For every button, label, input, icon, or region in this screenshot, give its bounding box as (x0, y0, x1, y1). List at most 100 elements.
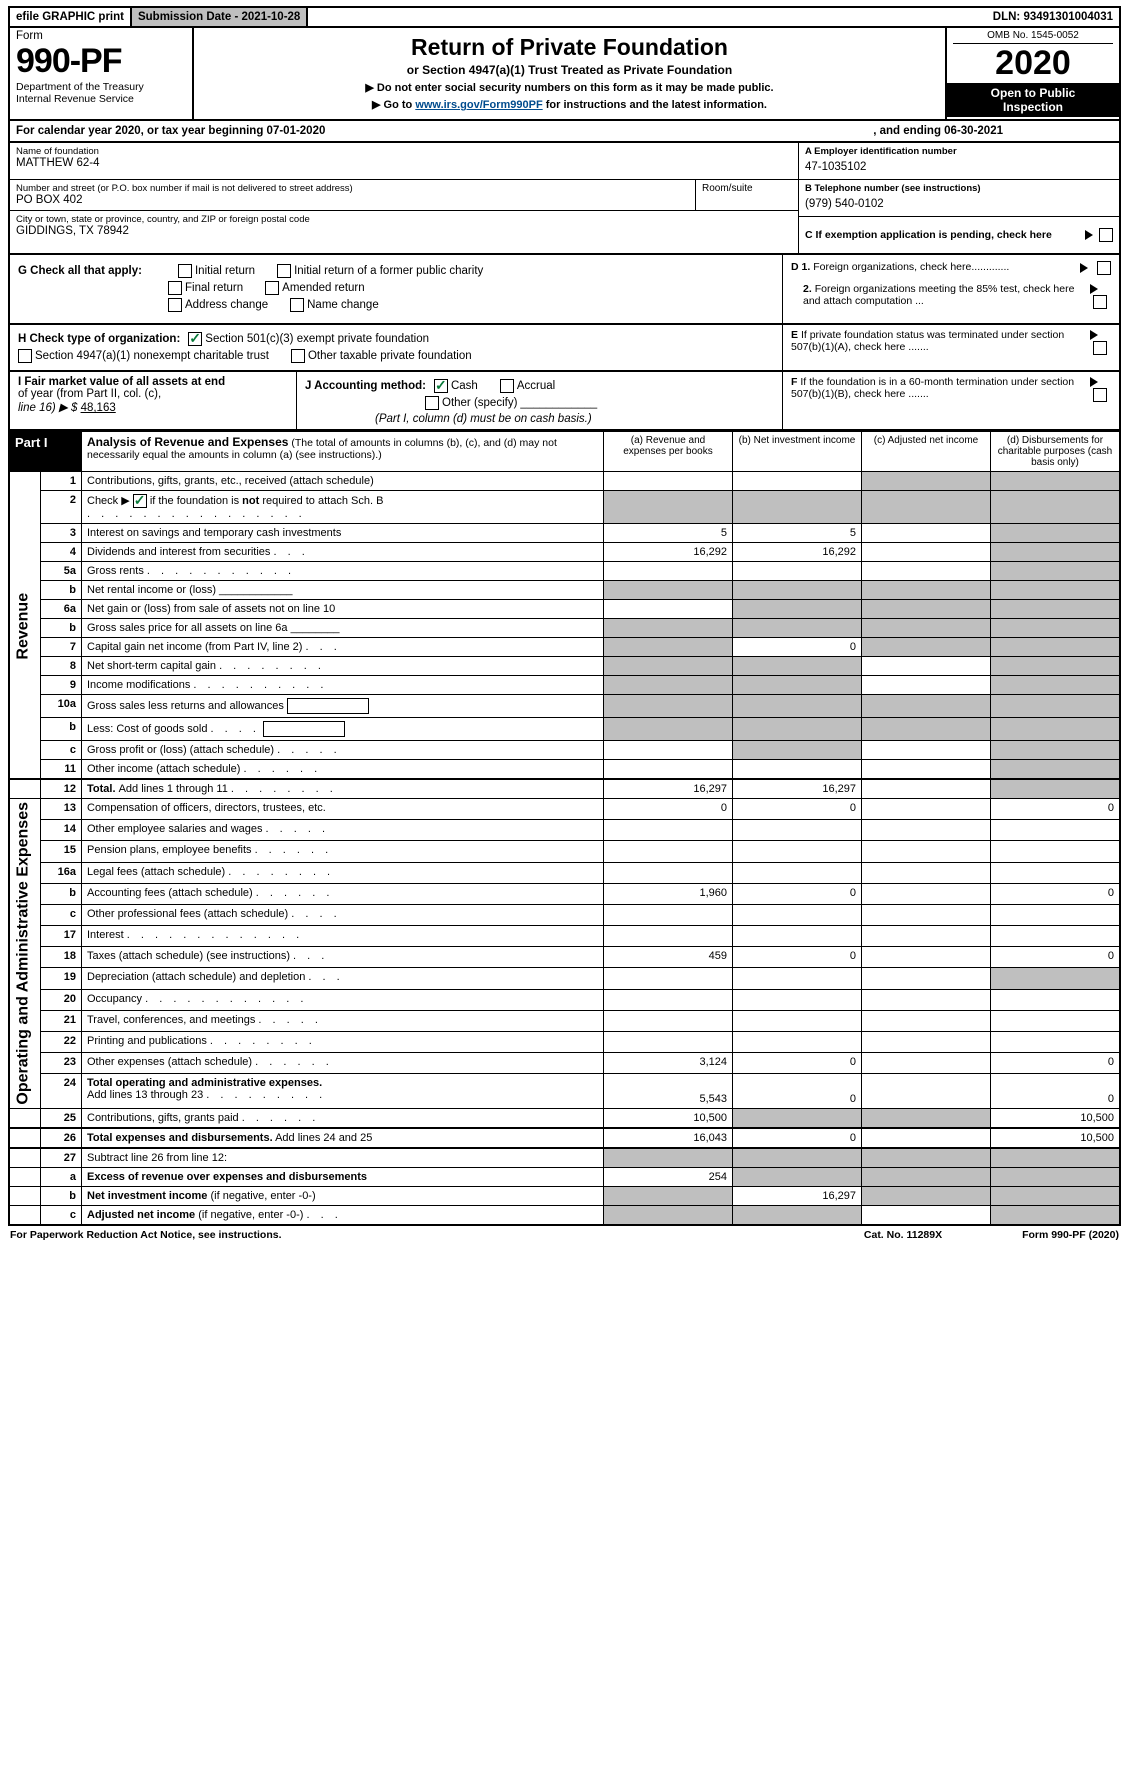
catalog-no: Cat. No. 11289X (864, 1229, 942, 1241)
v25d: 10,500 (991, 1108, 1121, 1128)
telephone: (979) 540-0102 (805, 198, 1113, 210)
check-block-gd: G Check all that apply: Initial return I… (8, 255, 1121, 325)
v16bb: 0 (733, 883, 862, 904)
cb-other-tax[interactable] (291, 349, 305, 363)
h-section: H Check type of organization: Section 50… (10, 325, 783, 370)
initial-return: Initial return (195, 265, 255, 277)
i-section: I Fair market value of all assets at end… (10, 372, 297, 429)
line-5b: Net rental income or (loss) ____________ (82, 581, 604, 600)
instr2-pre: ▶ Go to (372, 99, 415, 111)
line-17: Interest . . . . . . . . . . . . . (82, 926, 604, 947)
revenue-section-label: Revenue (9, 472, 41, 780)
form-ref: Form 990-PF (2020) (1022, 1229, 1119, 1241)
instr-2: ▶ Go to www.irs.gov/Form990PF for instru… (204, 98, 935, 111)
other-method-label: Other (specify) (442, 397, 517, 409)
line-6a: Net gain or (loss) from sale of assets n… (82, 600, 604, 619)
cb-4947[interactable] (18, 349, 32, 363)
part1-table: Part I Analysis of Revenue and Expenses … (8, 431, 1121, 1226)
irs-link[interactable]: www.irs.gov/Form990PF (415, 99, 542, 111)
line-26: Total expenses and disbursements. Add li… (82, 1128, 604, 1148)
ein-row: A Employer identification number 47-1035… (799, 143, 1119, 180)
city-row: City or town, state or province, country… (10, 211, 798, 247)
cb-d2[interactable] (1093, 295, 1107, 309)
i1: I Fair market value of all assets at end (18, 376, 225, 388)
line-9: Income modifications . . . . . . . . . . (82, 676, 604, 695)
e-section: E If private foundation status was termi… (783, 325, 1119, 370)
cb-initial[interactable] (178, 264, 192, 278)
tel-label: B Telephone number (see instructions) (805, 183, 1113, 194)
subtitle: or Section 4947(a)(1) Trust Treated as P… (204, 63, 935, 77)
omb: OMB No. 1545-0052 (953, 30, 1113, 44)
line-27a: Excess of revenue over expenses and disb… (82, 1167, 604, 1186)
line-27b: Net investment income (if negative, ente… (82, 1186, 604, 1205)
line-3: Interest on savings and temporary cash i… (82, 524, 604, 543)
cb-f[interactable] (1093, 388, 1107, 402)
d1: Foreign organizations, check here.......… (813, 261, 1009, 273)
addr-main: Number and street (or P.O. box number if… (10, 180, 696, 210)
part1-header-row: Part I Analysis of Revenue and Expenses … (9, 432, 1120, 472)
v24d: 0 (991, 1074, 1121, 1109)
v18b: 0 (733, 947, 862, 968)
cb-addr-change[interactable] (168, 298, 182, 312)
submission-date: Submission Date - 2021-10-28 (132, 8, 308, 26)
tax-year: 2020 (953, 44, 1113, 83)
c-row: C If exemption application is pending, c… (799, 217, 1119, 253)
header-left: Form 990-PF Department of the Treasury I… (10, 28, 194, 119)
line-2: Check ▶ if the foundation is not require… (82, 491, 604, 524)
accrual-label: Accrual (517, 380, 555, 392)
line-21: Travel, conferences, and meetings . . . … (82, 1010, 604, 1031)
address: PO BOX 402 (16, 194, 689, 206)
line-23: Other expenses (attach schedule) . . . .… (82, 1052, 604, 1073)
tel-row: B Telephone number (see instructions) (9… (799, 180, 1119, 217)
f-text: If the foundation is in a 60-month termi… (791, 376, 1074, 400)
irs: Internal Revenue Service (16, 93, 186, 105)
cb-initial-former[interactable] (277, 264, 291, 278)
d-section: D 1. Foreign organizations, check here..… (783, 255, 1119, 323)
form-word: Form (16, 30, 186, 42)
name-label: Name of foundation (16, 146, 792, 157)
line-8: Net short-term capital gain . . . . . . … (82, 657, 604, 676)
cb-sch-b[interactable] (133, 494, 147, 508)
v18d: 0 (991, 947, 1121, 968)
col-a: (a) Revenue and expenses per books (604, 432, 733, 472)
footer: For Paperwork Reduction Act Notice, see … (8, 1226, 1121, 1244)
s501-label: Section 501(c)(3) exempt private foundat… (205, 333, 429, 345)
addr-row: Number and street (or P.O. box number if… (10, 180, 798, 211)
cb-amended[interactable] (265, 281, 279, 295)
line-6b: Gross sales price for all assets on line… (82, 619, 604, 638)
line-5a: Gross rents . . . . . . . . . . . (82, 562, 604, 581)
v7b: 0 (733, 638, 862, 657)
v26d: 10,500 (991, 1128, 1121, 1148)
v27b: 16,297 (733, 1186, 862, 1205)
v4b: 16,292 (733, 543, 862, 562)
cb-501c3[interactable] (188, 332, 202, 346)
open2: Inspection (947, 100, 1119, 114)
line-12: Total. Add lines 1 through 11 . . . . . … (82, 779, 604, 799)
cb-e[interactable] (1093, 341, 1107, 355)
g-section: G Check all that apply: Initial return I… (10, 255, 783, 323)
instr2-post: for instructions and the latest informat… (543, 99, 767, 111)
addr-label: Number and street (or P.O. box number if… (16, 183, 689, 194)
cb-other-method[interactable] (425, 396, 439, 410)
col-b: (b) Net investment income (733, 432, 862, 472)
cb-accrual[interactable] (500, 379, 514, 393)
v25a: 10,500 (604, 1108, 733, 1128)
v13b: 0 (733, 799, 862, 820)
v23b: 0 (733, 1052, 862, 1073)
col-d: (d) Disbursements for charitable purpose… (991, 432, 1121, 472)
info-right: A Employer identification number 47-1035… (799, 143, 1119, 253)
j-section: J Accounting method: Cash Accrual Other … (297, 372, 783, 429)
addr-change: Address change (185, 299, 268, 311)
col-c: (c) Adjusted net income (862, 432, 991, 472)
v12a: 16,297 (604, 779, 733, 799)
cb-final[interactable] (168, 281, 182, 295)
instr-1: ▶ Do not enter social security numbers o… (204, 81, 935, 94)
line-16b: Accounting fees (attach schedule) . . . … (82, 883, 604, 904)
line-11: Other income (attach schedule) . . . . .… (82, 760, 604, 780)
cb-name-change[interactable] (290, 298, 304, 312)
header-right: OMB No. 1545-0052 2020 Open to Public In… (947, 28, 1119, 119)
cb-cash[interactable] (434, 379, 448, 393)
cb-d1[interactable] (1097, 261, 1111, 275)
other-tax-label: Other taxable private foundation (308, 350, 472, 362)
line-24: Total operating and administrative expen… (82, 1074, 604, 1109)
